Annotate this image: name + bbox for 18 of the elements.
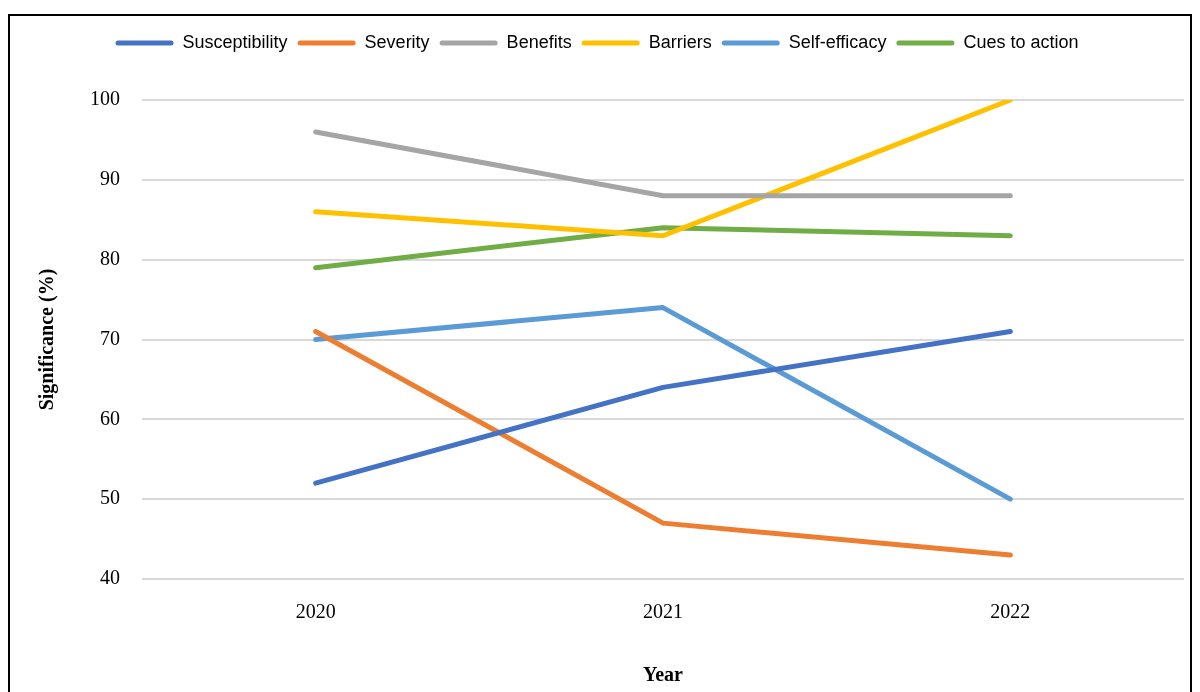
y-tick-label: 70 <box>100 326 120 349</box>
x-tick-label: 2020 <box>295 600 336 623</box>
legend-label: Benefits <box>506 31 572 52</box>
legend-label: Barriers <box>648 31 712 52</box>
legend-label: Susceptibility <box>182 31 288 52</box>
y-tick-label: 50 <box>100 486 120 509</box>
legend-label: Cues to action <box>963 31 1079 52</box>
x-tick-label: 2021 <box>643 600 683 623</box>
x-tick-label: 2022 <box>990 600 1031 623</box>
y-tick-label: 40 <box>100 566 120 589</box>
y-tick-label: 90 <box>100 167 120 190</box>
y-tick-label: 100 <box>90 87 120 110</box>
y-axis-title: Significance (%) <box>35 268 59 411</box>
legend-label: Severity <box>364 31 430 52</box>
x-axis-title: Year <box>643 663 684 686</box>
y-tick-label: 80 <box>100 246 120 269</box>
legend-label: Self-efficacy <box>788 31 887 52</box>
y-tick-label: 60 <box>100 406 120 429</box>
